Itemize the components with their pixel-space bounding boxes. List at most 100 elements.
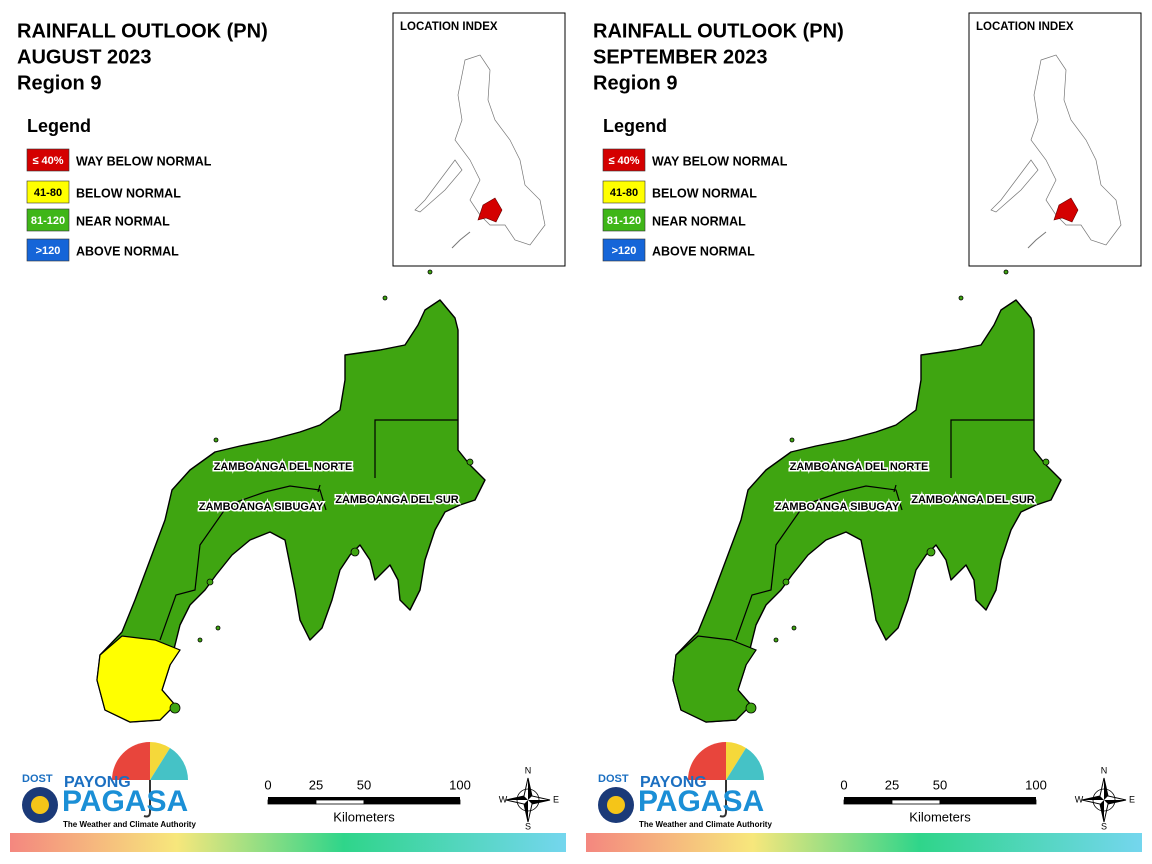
logo-dost: DOST bbox=[22, 773, 53, 785]
legend-swatch bbox=[602, 208, 646, 232]
island bbox=[1003, 269, 1009, 275]
province-label: ZAMBOANGA DEL NORTE bbox=[790, 461, 929, 473]
pagasa-seal-inner bbox=[607, 796, 625, 814]
location-index-title: LOCATION INDEX bbox=[976, 21, 1074, 33]
legend-code: 41-80 bbox=[610, 187, 638, 199]
province-border bbox=[950, 419, 1034, 478]
pagasa-seal-inner bbox=[31, 796, 49, 814]
island bbox=[789, 437, 795, 443]
outlook-panel: RAINFALL OUTLOOK (PN) AUGUST 2023 Region 9… bbox=[10, 12, 566, 852]
island bbox=[1042, 458, 1050, 466]
compass-letter: N bbox=[1101, 765, 1108, 775]
logo-pagasa: PAGASA bbox=[62, 785, 188, 818]
region-mainland bbox=[672, 299, 1062, 723]
scale-tick-label: 100 bbox=[449, 777, 471, 792]
umbrella-yellow bbox=[726, 742, 746, 780]
umbrella-teal bbox=[150, 748, 188, 780]
logo-payong: PAYONG bbox=[64, 774, 131, 791]
scale-segment bbox=[316, 797, 364, 800]
province-label: ZAMBOANGA DEL NORTE bbox=[214, 461, 353, 473]
legend-label: BELOW NORMAL bbox=[652, 186, 757, 200]
region-tip bbox=[672, 635, 757, 723]
sulu-islands bbox=[1027, 231, 1047, 249]
panel-title: SEPTEMBER 2023 bbox=[593, 46, 768, 68]
compass-ring bbox=[516, 788, 540, 812]
compass-letter: W bbox=[499, 794, 508, 804]
island bbox=[206, 578, 214, 586]
province-label: ZAMBOANGA DEL SUR bbox=[335, 494, 459, 506]
island bbox=[213, 437, 219, 443]
island bbox=[382, 295, 388, 301]
scale-segment bbox=[891, 799, 941, 805]
scale-tick-label: 0 bbox=[264, 777, 271, 792]
scale-tick-label: 50 bbox=[933, 777, 947, 792]
province-border bbox=[735, 485, 903, 641]
island bbox=[215, 625, 221, 631]
legend-swatch bbox=[602, 148, 646, 172]
scale-segment bbox=[268, 797, 316, 800]
legend-swatch bbox=[26, 208, 70, 232]
logo-dost: DOST bbox=[598, 773, 629, 785]
island bbox=[782, 578, 790, 586]
umbrella-handle bbox=[143, 780, 151, 818]
scale-segment bbox=[940, 797, 1036, 800]
region-highlight bbox=[1053, 197, 1079, 223]
province-border bbox=[893, 484, 897, 493]
legend-title: Legend bbox=[603, 116, 667, 136]
scale-segment bbox=[364, 797, 460, 800]
sulu-islands bbox=[451, 231, 471, 249]
island bbox=[427, 269, 433, 275]
umbrella-yellow bbox=[150, 742, 170, 780]
region-highlight bbox=[477, 197, 503, 223]
legend-code: 41-80 bbox=[34, 187, 62, 199]
province-label: ZAMBOANGA DEL SUR bbox=[911, 494, 1035, 506]
legend-code: 81-120 bbox=[31, 215, 65, 227]
legend-label: NEAR NORMAL bbox=[652, 214, 746, 228]
scale-segment bbox=[363, 799, 461, 805]
legend-label: WAY BELOW NORMAL bbox=[76, 154, 212, 168]
panel-title: Region 9 bbox=[17, 72, 101, 94]
scale-segment bbox=[843, 799, 893, 805]
compass-letter: E bbox=[553, 794, 559, 804]
legend-swatch bbox=[26, 148, 70, 172]
legend-code: ≤ 40% bbox=[32, 155, 63, 167]
panel-title: RAINFALL OUTLOOK (PN) bbox=[17, 20, 268, 42]
island bbox=[466, 458, 474, 466]
legend-label: ABOVE NORMAL bbox=[652, 244, 755, 258]
island bbox=[958, 295, 964, 301]
panel-title: RAINFALL OUTLOOK (PN) bbox=[593, 20, 844, 42]
island bbox=[773, 637, 779, 643]
scale-tick-label: 0 bbox=[840, 777, 847, 792]
province-label: ZAMBOANGA SIBUGAY bbox=[199, 501, 324, 513]
legend-title: Legend bbox=[27, 116, 91, 136]
scale-unit: Kilometers bbox=[333, 809, 395, 824]
color-band bbox=[10, 833, 566, 852]
island bbox=[926, 547, 936, 557]
umbrella-handle bbox=[719, 780, 727, 818]
umbrella-red bbox=[112, 742, 150, 780]
legend-label: BELOW NORMAL bbox=[76, 186, 181, 200]
compass-letter: E bbox=[1129, 794, 1135, 804]
umbrella-red bbox=[688, 742, 726, 780]
legend-code: ≤ 40% bbox=[608, 155, 639, 167]
compass-rose-inner bbox=[506, 778, 550, 822]
legend-code: 81-120 bbox=[607, 215, 641, 227]
province-border bbox=[317, 484, 321, 493]
scale-segment bbox=[267, 799, 317, 805]
legend-swatch bbox=[602, 180, 646, 204]
compass-letter: S bbox=[1101, 821, 1107, 831]
compass-letter: W bbox=[1075, 794, 1084, 804]
scale-tick-label: 25 bbox=[309, 777, 323, 792]
legend-label: ABOVE NORMAL bbox=[76, 244, 179, 258]
legend-label: NEAR NORMAL bbox=[76, 214, 170, 228]
legend-label: WAY BELOW NORMAL bbox=[652, 154, 788, 168]
compass-rose-inner bbox=[1082, 778, 1126, 822]
scale-segment bbox=[315, 799, 365, 805]
region-tip bbox=[96, 635, 181, 723]
logo-pagasa: PAGASA bbox=[638, 785, 764, 818]
philippines-west bbox=[990, 159, 1039, 213]
island bbox=[350, 547, 360, 557]
color-band bbox=[586, 833, 1142, 852]
philippines-west bbox=[414, 159, 463, 213]
